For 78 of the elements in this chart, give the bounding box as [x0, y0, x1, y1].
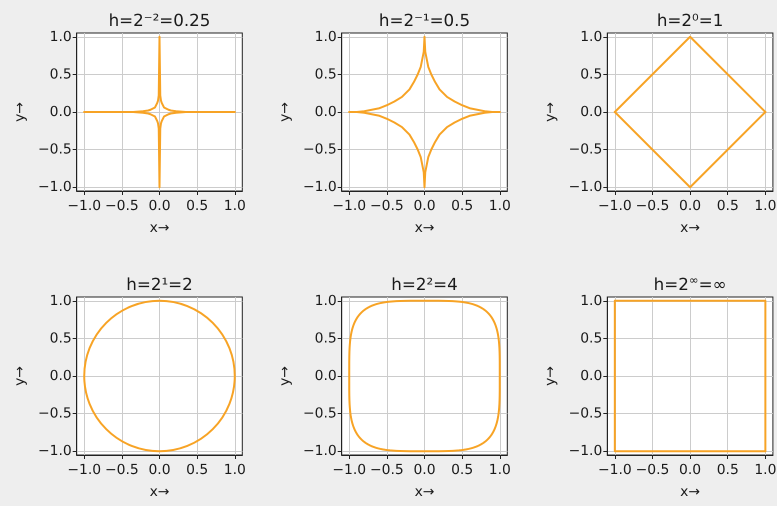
x-axis-title: x→: [680, 484, 700, 500]
x-tick-label: −0.5: [104, 198, 139, 214]
x-tick-label: 0.5: [186, 462, 208, 478]
y-tick-label: −1.0: [302, 443, 337, 460]
chart-title: h=2⁻²=0.25: [108, 9, 210, 30]
x-tick-label: 0.0: [413, 198, 436, 214]
x-tick-label: 0.0: [679, 462, 702, 478]
x-tick-label: 1.0: [224, 198, 246, 214]
y-tick-label: 1.0: [580, 292, 602, 309]
chart-title: h=2⁰=1: [656, 9, 724, 30]
x-axis-title: x→: [150, 220, 170, 236]
x-tick-label: −0.5: [370, 462, 404, 478]
y-tick-label: −1.0: [38, 443, 72, 460]
y-tick-label: −0.5: [568, 142, 602, 158]
x-tick-label: 0.5: [186, 198, 208, 214]
x-tick-label: −1.0: [67, 198, 102, 214]
x-tick-label: 1.0: [488, 462, 511, 478]
x-tick-label: −0.5: [370, 198, 404, 214]
y-tick-label: −0.5: [302, 406, 337, 422]
y-axis-title: y→: [277, 102, 294, 122]
y-tick-label: 1.0: [580, 28, 602, 45]
x-tick-label: 0.5: [451, 198, 474, 214]
x-tick-label: 0.0: [148, 198, 171, 214]
y-tick-label: 0.0: [314, 368, 337, 384]
x-tick-label: 1.0: [754, 462, 776, 478]
x-tick-label: 0.5: [451, 462, 474, 478]
x-tick-label: 0.0: [148, 462, 171, 478]
y-tick-label: −1.0: [302, 179, 337, 196]
y-tick-label: −0.5: [38, 142, 72, 158]
chart-title: h=2⁻¹=0.5: [378, 9, 470, 30]
x-tick-label: −0.5: [636, 462, 670, 478]
y-tick-label: 0.5: [314, 66, 337, 82]
x-tick-label: −1.0: [332, 462, 366, 478]
y-tick-label: 0.5: [314, 330, 337, 346]
y-axis-title: y→: [542, 102, 559, 122]
y-tick-label: 0.0: [50, 104, 72, 120]
x-tick-label: −0.5: [636, 198, 670, 214]
y-tick-label: 0.0: [580, 368, 602, 384]
y-axis-title: y→: [12, 366, 28, 386]
y-tick-label: 1.0: [50, 292, 72, 309]
x-axis-title: x→: [680, 220, 700, 236]
y-tick-label: −1.0: [38, 179, 72, 196]
y-tick-label: 0.5: [580, 66, 602, 82]
y-tick-label: 0.5: [580, 330, 602, 346]
x-tick-label: −1.0: [67, 462, 102, 478]
chart-title: h=2$^{∞}$=∞: [654, 272, 727, 294]
y-tick-label: −0.5: [302, 142, 337, 158]
y-tick-label: −1.0: [568, 443, 602, 460]
y-tick-label: 1.0: [314, 28, 337, 45]
x-tick-label: −1.0: [598, 198, 632, 214]
y-tick-label: 0.0: [50, 368, 72, 384]
y-tick-label: −0.5: [568, 406, 602, 422]
x-tick-label: 1.0: [754, 198, 776, 214]
y-tick-label: −1.0: [568, 179, 602, 196]
y-axis-title: y→: [277, 366, 294, 386]
x-tick-label: 0.0: [679, 198, 702, 214]
x-tick-label: 0.0: [413, 462, 436, 478]
x-tick-label: −1.0: [332, 198, 366, 214]
y-tick-label: 0.5: [50, 66, 72, 82]
y-axis-title: y→: [12, 102, 28, 122]
y-tick-label: −0.5: [38, 406, 72, 422]
x-axis-title: x→: [414, 484, 434, 500]
x-tick-label: −0.5: [104, 462, 139, 478]
x-tick-label: 0.5: [716, 198, 739, 214]
x-tick-label: 1.0: [488, 198, 511, 214]
chart-title: h=2²=4: [391, 273, 458, 294]
x-axis-title: x→: [150, 484, 170, 500]
y-tick-label: 0.0: [314, 104, 337, 120]
x-tick-label: 1.0: [224, 462, 246, 478]
y-tick-label: 0.0: [580, 104, 602, 120]
chart-title: h=2¹=2: [126, 273, 193, 294]
y-axis-title: y→: [542, 366, 559, 386]
y-tick-label: 1.0: [314, 292, 337, 309]
y-tick-label: 1.0: [50, 28, 72, 45]
y-tick-label: 0.5: [50, 330, 72, 346]
x-tick-label: −1.0: [598, 462, 632, 478]
x-axis-title: x→: [414, 220, 434, 236]
x-tick-label: 0.5: [716, 462, 739, 478]
